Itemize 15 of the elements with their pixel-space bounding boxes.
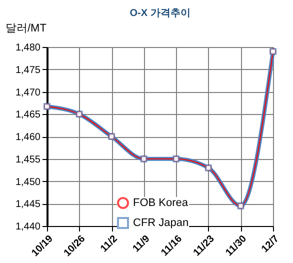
y-tick-label: 1,465 (15, 110, 41, 121)
legend-label: FOB Korea (133, 197, 189, 209)
chart-title: O-X 가격추이 (130, 8, 190, 19)
y-tick-label: 1,455 (15, 154, 41, 166)
y-tick-label: 1,480 (15, 42, 41, 54)
x-tick-label: 11/2 (98, 233, 120, 255)
legend-label: CFR Japan (133, 217, 189, 229)
y-tick-label: 1,460 (15, 132, 41, 143)
y-tick-label: 1,445 (15, 199, 41, 210)
x-tick-label: 11/9 (130, 233, 152, 255)
y-tick-label: 1,450 (15, 176, 41, 188)
y-axis-title: 달러/MT (6, 22, 47, 34)
y-tick-label: 1,470 (15, 87, 41, 98)
y-tick-label: 1,475 (15, 64, 41, 76)
y-tick-label: 1,440 (15, 222, 41, 232)
